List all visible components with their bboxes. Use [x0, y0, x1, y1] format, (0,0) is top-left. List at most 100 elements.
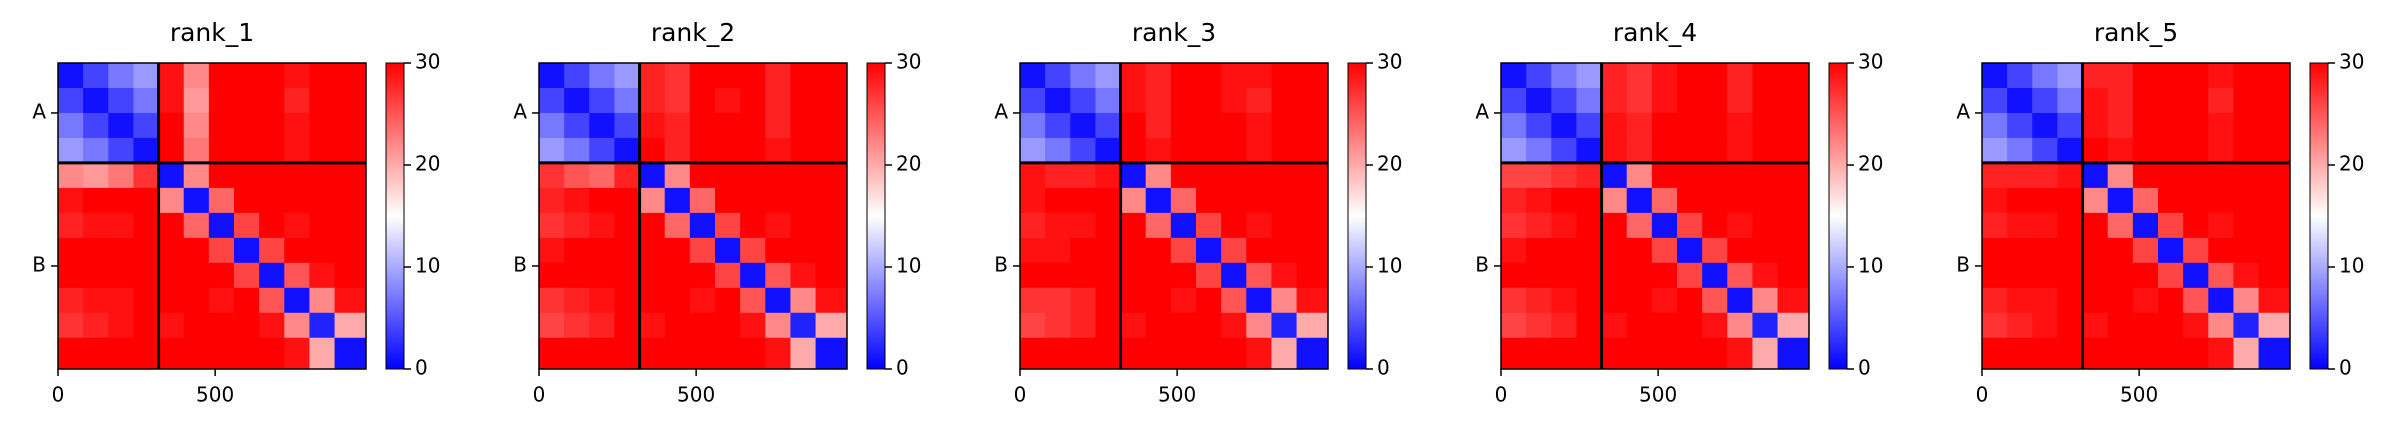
- heatmap-cell: [2132, 337, 2159, 370]
- heatmap-cell: [158, 137, 185, 164]
- heatmap-cell: [740, 87, 766, 114]
- heatmap-cell: [1246, 63, 1272, 89]
- heatmap-cell: [1070, 187, 1096, 214]
- colorbar-tick-label: 0: [1377, 356, 1390, 380]
- x-tick-label: 500: [196, 383, 234, 407]
- colorbar-tick-label: 0: [896, 356, 909, 380]
- heatmap-cell: [1221, 212, 1247, 239]
- heatmap-cell: [1221, 162, 1247, 189]
- heatmap-cell: [740, 137, 766, 164]
- heatmap-cell: [689, 187, 716, 214]
- heatmap-cell: [1702, 287, 1728, 314]
- heatmap-cell: [1120, 312, 1147, 339]
- heatmap-cell: [2107, 237, 2134, 264]
- heatmap-cell: [1070, 63, 1096, 89]
- heatmap-cell: [58, 112, 84, 139]
- heatmap-cell: [2258, 287, 2291, 314]
- heatmap-cell: [689, 87, 716, 114]
- heatmap-cell: [1982, 162, 2008, 189]
- heatmap-cell: [1501, 337, 1527, 370]
- colorbar-tick-label: 20: [1377, 152, 1402, 176]
- heatmap-cell: [133, 112, 160, 139]
- heatmap-cell: [2208, 287, 2234, 314]
- heatmap-cell: [2032, 162, 2058, 189]
- heatmap-cell: [1651, 237, 1678, 264]
- heatmap-cell: [1501, 87, 1527, 114]
- heatmap-cell: [284, 312, 310, 339]
- heatmap-cell: [2132, 237, 2159, 264]
- heatmap-cell: [715, 287, 741, 314]
- heatmap-cell: [2032, 63, 2058, 89]
- heatmap-cell: [1145, 312, 1172, 339]
- colorbar: [2309, 62, 2329, 370]
- heatmap-cell: [2107, 312, 2134, 339]
- heatmap-cell: [2158, 312, 2184, 339]
- heatmap-cell: [1170, 212, 1197, 239]
- heatmap-cell: [589, 187, 615, 214]
- heatmap-cell: [614, 337, 641, 370]
- heatmap-cell: [1246, 312, 1272, 339]
- heatmap-cell: [1221, 187, 1247, 214]
- heatmap-cell: [715, 162, 741, 189]
- heatmap-cell: [2032, 187, 2058, 214]
- heatmap-cell: [740, 262, 766, 289]
- heatmap-cell: [2208, 337, 2234, 370]
- x-tick-label: 500: [677, 383, 715, 407]
- heatmap-cell: [2082, 287, 2109, 314]
- heatmap-cell: [2007, 87, 2033, 114]
- heatmap-cell: [815, 87, 848, 114]
- heatmap-cell: [208, 162, 235, 189]
- heatmap-cell: [614, 262, 641, 289]
- heatmap-cell: [234, 212, 260, 239]
- heatmap-cell: [2057, 312, 2084, 339]
- heatmap-cell: [664, 312, 691, 339]
- heatmap-cell: [284, 262, 310, 289]
- heatmap-cell: [1045, 162, 1071, 189]
- heatmap-cell: [589, 137, 615, 164]
- heatmap-cell: [133, 162, 160, 189]
- heatmap-cell: [1070, 287, 1096, 314]
- heatmap-cell: [2158, 337, 2184, 370]
- heatmap-cell: [1702, 262, 1728, 289]
- heatmap-cell: [740, 187, 766, 214]
- heatmap-cell: [1727, 63, 1753, 89]
- x-tick-label: 0: [533, 383, 546, 407]
- heatmap-cell: [639, 87, 666, 114]
- heatmap-cell: [1702, 63, 1728, 89]
- colorbar: [1347, 62, 1367, 370]
- heatmap-cell: [539, 287, 565, 314]
- heatmap-cell: [1145, 237, 1172, 264]
- heatmap-cell: [1145, 337, 1172, 370]
- heatmap-cell: [589, 63, 615, 89]
- heatmap-cell: [689, 137, 716, 164]
- heatmap-cell: [2057, 212, 2084, 239]
- heatmap-cell: [639, 237, 666, 264]
- colorbar-tick-label: 30: [896, 50, 921, 74]
- heatmap-cell: [2233, 262, 2260, 289]
- heatmap-cell: [614, 162, 641, 189]
- heatmap-cell: [1702, 337, 1728, 370]
- heatmap-cell: [208, 187, 235, 214]
- heatmap-cell: [1626, 212, 1653, 239]
- heatmap-cell: [1020, 237, 1046, 264]
- heatmap-cell: [2258, 63, 2291, 89]
- heatmap-cell: [1651, 212, 1678, 239]
- heatmap-cell: [1576, 312, 1603, 339]
- heatmap-cell: [1271, 137, 1298, 164]
- y-tick-label: A: [513, 99, 527, 123]
- heatmap-cell: [1982, 212, 2008, 239]
- heatmap-cell: [1045, 187, 1071, 214]
- heatmap-cell: [1526, 162, 1552, 189]
- heatmap-cell: [108, 112, 134, 139]
- heatmap-cell: [1651, 162, 1678, 189]
- heatmap-cell: [639, 112, 666, 139]
- heatmap-cell: [2057, 262, 2084, 289]
- heatmap-cell: [309, 262, 336, 289]
- heatmap-cell: [1120, 137, 1147, 164]
- heatmap-cell: [765, 112, 791, 139]
- heatmap-cell: [1551, 63, 1577, 89]
- heatmap-cell: [564, 237, 590, 264]
- heatmap-cell: [183, 212, 210, 239]
- heatmap-cell: [83, 287, 109, 314]
- heatmap-cell: [1551, 262, 1577, 289]
